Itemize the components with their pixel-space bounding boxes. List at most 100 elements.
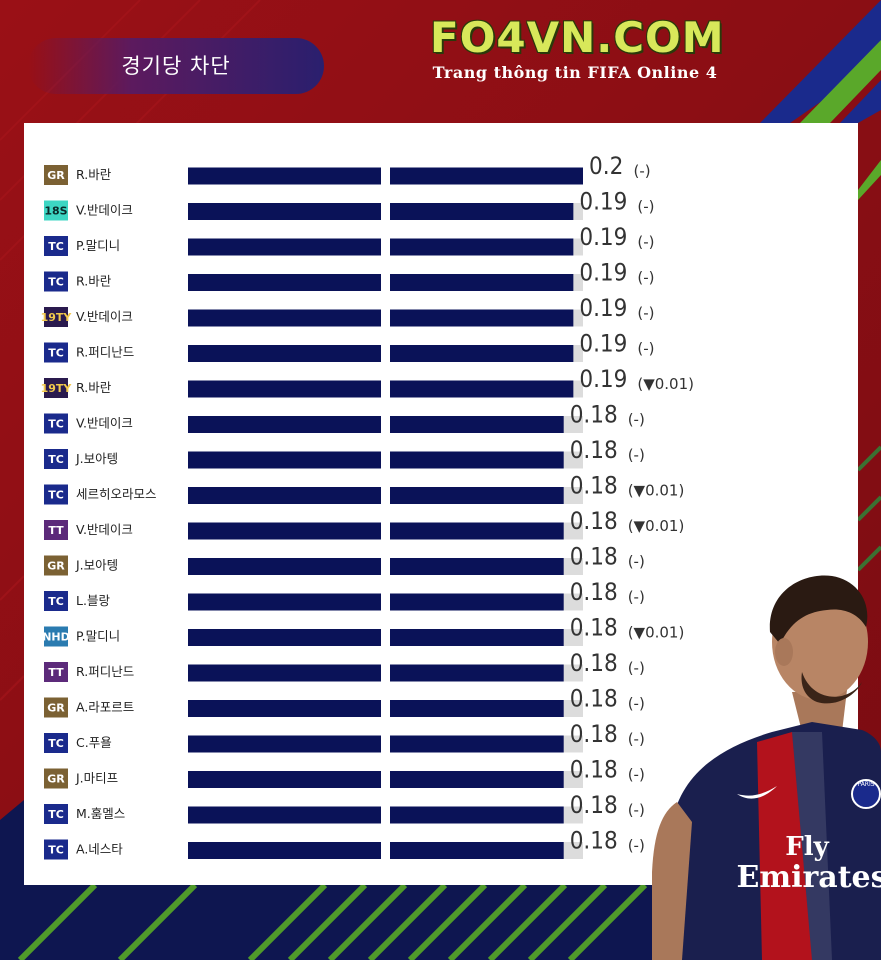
change-label: (-): [628, 659, 645, 677]
change-label: (▼0.01): [637, 375, 694, 393]
card-badge-label: GR: [47, 773, 65, 786]
bar-value: [390, 842, 564, 859]
card-badge: [44, 520, 68, 540]
card-badge: [44, 236, 68, 256]
chart-row: NHD P.말디니 0.18 (▼0.01): [42, 614, 684, 647]
change-label: (-): [637, 233, 654, 251]
chart-row: GR J.보아텡 0.18 (-): [44, 543, 645, 576]
bar-value: [390, 238, 574, 256]
player-name: R.바란: [76, 380, 112, 395]
card-badge-label: NHD: [42, 631, 70, 644]
bar-left-segment: [188, 700, 381, 717]
chart-row: TC R.퍼디난드 0.19 (-): [44, 330, 654, 363]
bar-left-segment: [188, 771, 381, 788]
card-badge-label: TC: [48, 347, 64, 360]
card-badge-label: 18S: [44, 205, 67, 218]
card-badge-label: 19TY: [41, 382, 73, 395]
bar-left-segment: [188, 238, 381, 256]
chart-row: GR R.바란 0.2 (-): [44, 152, 651, 185]
player-name: R.퍼디난드: [76, 664, 134, 679]
player-name: 세르히오라모스: [76, 487, 157, 502]
card-badge-label: TC: [48, 489, 64, 502]
bar-left-segment: [188, 593, 381, 611]
bar-left-segment: [188, 309, 381, 327]
card-badge-label: 19TY: [41, 311, 73, 324]
value-label: 0.19: [579, 188, 627, 216]
player-name: P.말디니: [76, 238, 120, 253]
bar-value: [390, 522, 564, 540]
crest-text: PARIS: [857, 781, 874, 788]
value-label: 0.19: [579, 259, 627, 287]
bar-left-segment: [188, 416, 381, 433]
bar-left-segment: [188, 664, 381, 682]
chart-row: 18S V.반데이크 0.19 (-): [44, 188, 654, 221]
change-label: (-): [628, 801, 645, 819]
card-badge-label: TT: [48, 666, 64, 679]
bar-left-segment: [188, 522, 381, 540]
chart-panel: GR R.바란 0.2 (-) 18S V.반데이크 0.19 (-) TC P.말디니 0.19 (…: [24, 123, 858, 885]
change-label: (-): [637, 269, 654, 287]
card-badge: [44, 733, 68, 753]
value-label: 0.18: [570, 472, 618, 500]
bar-value: [390, 167, 583, 185]
card-badge-label: TC: [48, 844, 64, 857]
card-badge: [44, 200, 68, 221]
player-name: M.훔멜스: [76, 806, 125, 821]
change-label: (-): [637, 198, 654, 216]
bar-value: [390, 558, 564, 575]
jersey-sponsor-line2: Emirates: [736, 860, 881, 895]
card-badge: [44, 484, 68, 505]
value-label: 0.18: [570, 543, 618, 571]
card-badge: [44, 378, 68, 398]
bar-left-segment: [188, 380, 381, 398]
player-name: R.바란: [76, 167, 112, 182]
bar-value: [390, 664, 564, 682]
bar-value: [390, 309, 574, 327]
chart-row: 19TY V.반데이크 0.19 (-): [41, 294, 654, 327]
value-label: 0.18: [570, 578, 618, 606]
player-name: V.반데이크: [76, 416, 133, 431]
bar-left-segment: [188, 558, 381, 575]
value-label: 0.18: [570, 401, 618, 429]
player-name: C.푸욜: [76, 735, 112, 750]
player-photo: PARIS Fly Emirates: [652, 575, 881, 960]
card-badge: [44, 342, 68, 363]
bar-left-segment: [188, 203, 381, 220]
chart-row: TC L.블랑 0.18 (-): [44, 578, 645, 611]
value-label: 0.18: [570, 720, 618, 748]
card-badge-label: TC: [48, 453, 64, 466]
change-label: (-): [628, 730, 645, 748]
card-badge: [44, 662, 68, 682]
logo-main-text: FO4VN.COM: [430, 13, 725, 62]
chart-row: TC 세르히오라모스 0.18 (▼0.01): [44, 472, 684, 505]
chart-row: GR J.마티프 0.18 (-): [44, 756, 645, 789]
bar-value: [390, 629, 564, 646]
card-badge-label: GR: [47, 702, 65, 715]
change-label: (-): [628, 588, 645, 606]
card-badge: [44, 768, 68, 789]
card-badge: [44, 555, 68, 576]
chart-row: TC J.보아텡 0.18 (-): [44, 436, 645, 469]
bar-left-segment: [188, 274, 381, 291]
change-label: (-): [628, 411, 645, 429]
value-label: 0.18: [570, 756, 618, 784]
card-badge-label: TC: [48, 595, 64, 608]
jersey-sponsor-line1: Fly: [785, 832, 829, 862]
bar-value: [390, 593, 564, 611]
card-badge-label: TC: [48, 418, 64, 431]
change-label: (▼0.01): [628, 517, 685, 535]
card-badge: [44, 413, 68, 434]
bar-left-segment: [188, 451, 381, 469]
bar-value: [390, 345, 574, 362]
chart-row: TC R.바란 0.19 (-): [44, 259, 654, 292]
bar-left-segment: [188, 735, 381, 753]
value-label: 0.18: [570, 649, 618, 677]
value-label: 0.18: [570, 685, 618, 713]
card-badge: [44, 449, 68, 469]
player-name: V.반데이크: [76, 203, 133, 218]
bar-left-segment: [188, 345, 381, 362]
player-name: V.반데이크: [76, 309, 133, 324]
card-badge-label: TC: [48, 737, 64, 750]
player-name: A.네스타: [76, 842, 123, 857]
bar-value: [390, 735, 564, 753]
